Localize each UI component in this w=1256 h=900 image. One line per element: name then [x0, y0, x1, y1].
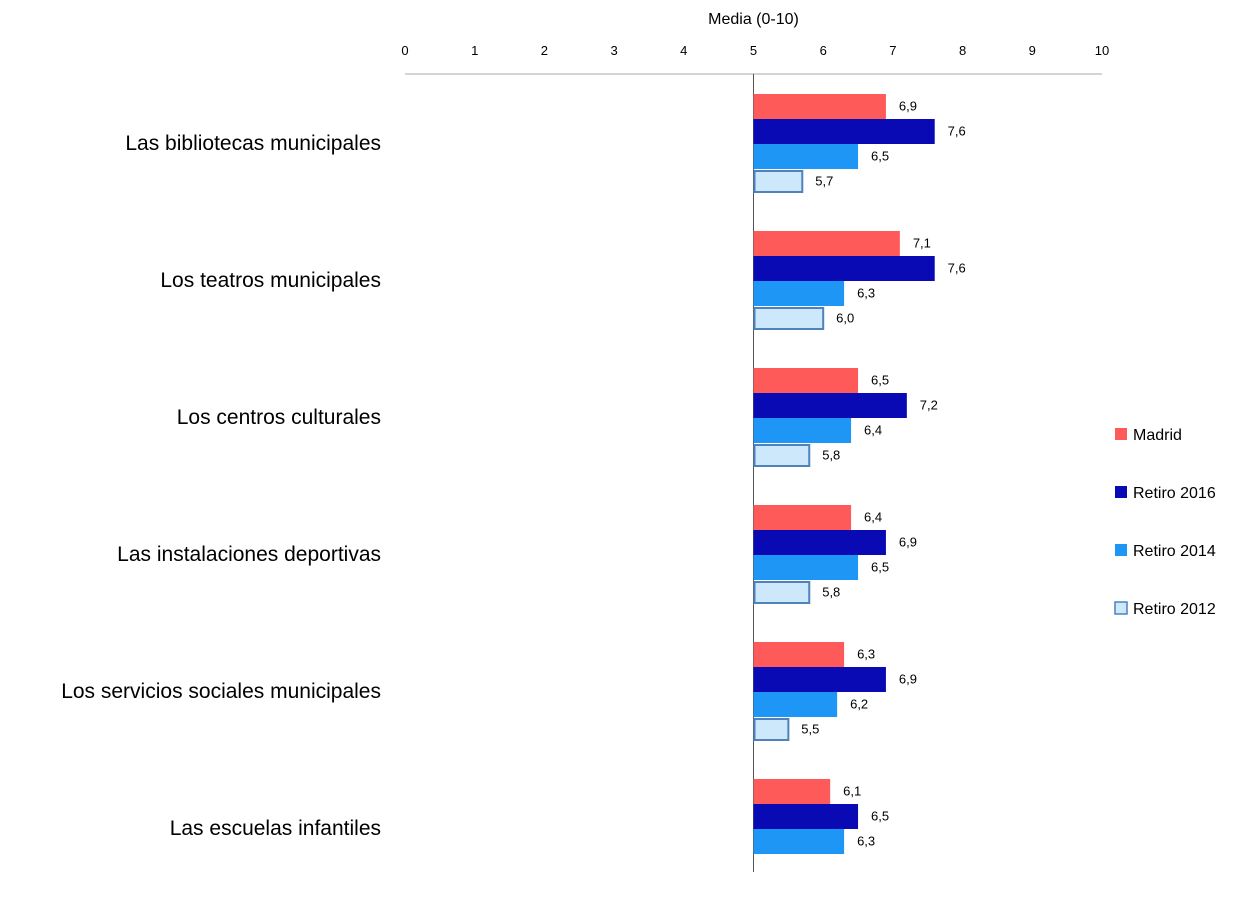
- bar: [753, 779, 831, 804]
- category-labels: Las bibliotecas municipales Los teatros m…: [61, 132, 381, 840]
- x-tick-label: 4: [680, 43, 687, 58]
- category-label: Los centros culturales: [177, 406, 381, 429]
- data-label: 6,9: [899, 99, 917, 114]
- bar: [753, 642, 845, 667]
- data-label: 7,6: [948, 261, 966, 276]
- data-label: 6,5: [871, 560, 889, 575]
- bar: [753, 307, 825, 330]
- data-label: 7,1: [913, 236, 931, 251]
- data-label: 7,2: [920, 398, 938, 413]
- x-tick-label: 0: [401, 43, 408, 58]
- data-label: 5,8: [822, 585, 840, 600]
- legend-swatch: [1115, 486, 1127, 498]
- legend-swatch: [1115, 428, 1127, 440]
- bar: [753, 581, 811, 604]
- x-tick-label: 2: [541, 43, 548, 58]
- legend: Madrid Retiro 2016 Retiro 2014 Retiro 2012: [1114, 427, 1216, 618]
- bar: [753, 231, 900, 256]
- data-label: 6,5: [871, 149, 889, 164]
- bar: [753, 718, 790, 741]
- legend-label: Retiro 2014: [1133, 543, 1216, 560]
- legend-swatch: [1115, 544, 1127, 556]
- data-label: 6,0: [836, 311, 854, 326]
- legend-label: Retiro 2016: [1133, 485, 1216, 502]
- bar: [753, 667, 886, 692]
- bar: [753, 418, 852, 443]
- bar: [753, 144, 859, 169]
- data-label: 6,9: [899, 535, 917, 550]
- bar: [753, 393, 907, 418]
- x-tick-label: 10: [1095, 43, 1109, 58]
- data-label: 5,8: [822, 448, 840, 463]
- data-label: 6,5: [871, 373, 889, 388]
- x-tick-label: 3: [610, 43, 617, 58]
- x-tick-label: 6: [820, 43, 827, 58]
- axis-title: Media (0-10): [708, 11, 799, 28]
- bar: [753, 281, 845, 306]
- data-label: 6,4: [864, 510, 882, 525]
- category-label: Los teatros municipales: [160, 269, 381, 292]
- bar: [753, 444, 811, 467]
- data-label: 6,4: [864, 423, 882, 438]
- category-label: Las instalaciones deportivas: [117, 543, 381, 566]
- x-tick-label: 8: [959, 43, 966, 58]
- data-label: 6,9: [899, 672, 917, 687]
- category-label: Los servicios sociales municipales: [61, 680, 381, 703]
- data-label: 5,5: [801, 722, 819, 737]
- x-tick-label: 9: [1029, 43, 1036, 58]
- data-label: 6,3: [857, 647, 875, 662]
- data-label: 7,6: [948, 124, 966, 139]
- data-label: 6,3: [857, 834, 875, 849]
- x-tick-label: 7: [889, 43, 896, 58]
- bar: [753, 804, 859, 829]
- bar: [753, 505, 852, 530]
- x-axis: 0 1 2 3 4 5 6 7 8 9 10: [401, 43, 1109, 872]
- category-label: Las escuelas infantiles: [170, 817, 381, 840]
- legend-swatch: [1114, 601, 1128, 615]
- data-label: 6,5: [871, 809, 889, 824]
- bar: [753, 119, 935, 144]
- bar: [753, 692, 838, 717]
- bar: [753, 368, 859, 393]
- data-label: 5,7: [815, 174, 833, 189]
- bars: 6,97,66,55,77,17,66,36,06,57,26,45,86,46…: [753, 94, 966, 854]
- bar: [753, 555, 859, 580]
- category-label: Las bibliotecas municipales: [125, 132, 381, 155]
- x-tick-label: 1: [471, 43, 478, 58]
- bar: [753, 530, 886, 555]
- bar: [753, 256, 935, 281]
- bar: [753, 829, 845, 854]
- data-label: 6,2: [850, 697, 868, 712]
- legend-label: Retiro 2012: [1133, 601, 1216, 618]
- legend-label: Madrid: [1133, 427, 1182, 444]
- bar: [753, 94, 886, 119]
- bar: [753, 170, 804, 193]
- data-label: 6,3: [857, 286, 875, 301]
- x-tick-label: 5: [750, 43, 757, 58]
- data-label: 6,1: [843, 784, 861, 799]
